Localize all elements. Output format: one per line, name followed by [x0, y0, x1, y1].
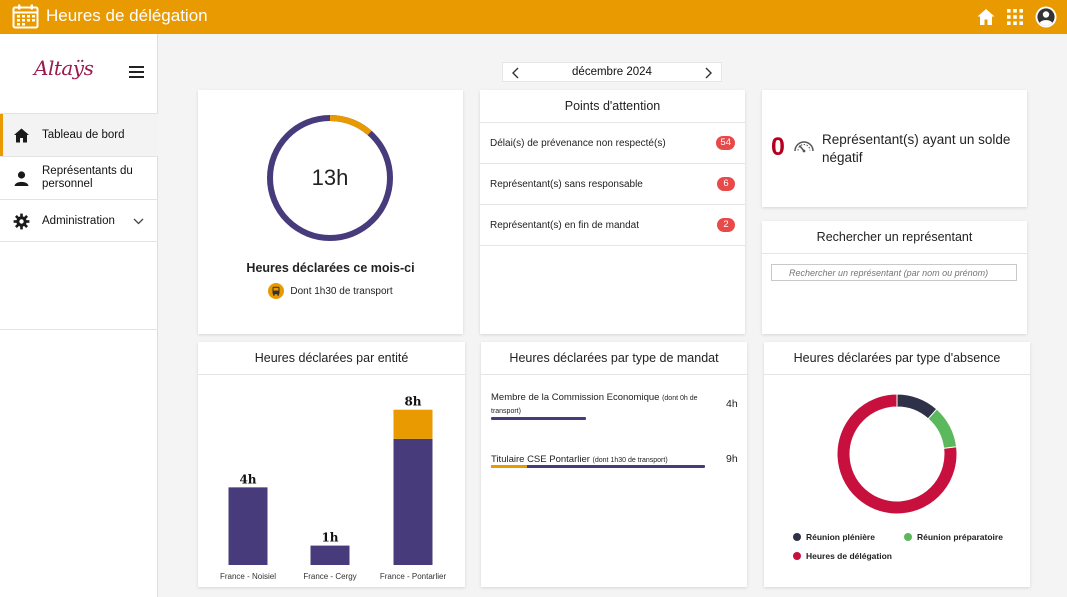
- legend-item-plenary: Réunion plénière: [793, 532, 875, 542]
- negative-balance-card[interactable]: 0 Représentant(s) ayant un solde négatif: [762, 90, 1027, 207]
- user-avatar-icon[interactable]: [1035, 6, 1057, 28]
- mandate-title: Heures déclarées par type de mandat: [509, 351, 719, 365]
- current-month: décembre 2024: [572, 66, 652, 78]
- bar-hours: [310, 545, 350, 565]
- attention-card: Points d'attention Délai(s) de prévenanc…: [480, 90, 745, 334]
- absence-chart-card: Heures déclarées par type d'absence Réun…: [764, 342, 1030, 587]
- hours-month-card: 13h Heures déclarées ce mois-ci Dont 1h3…: [198, 90, 463, 334]
- chevron-down-icon[interactable]: [133, 218, 144, 225]
- app-title: Heures de délégation: [46, 6, 208, 25]
- chevron-right-icon[interactable]: [697, 65, 719, 81]
- sidebar-divider: [0, 329, 158, 330]
- legend-label: Heures de délégation: [806, 551, 892, 561]
- attention-row-end-of-mandate[interactable]: Représentant(s) en fin de mandat 2: [480, 205, 745, 246]
- entity-chart-card: Heures déclarées par entité 4h France - N…: [198, 342, 465, 587]
- apps-grid-icon[interactable]: [1005, 7, 1025, 27]
- count-badge: 54: [716, 136, 735, 150]
- legend-label: Réunion plénière: [806, 532, 875, 542]
- legend-label: Réunion préparatoire: [917, 532, 1003, 542]
- month-selector: décembre 2024: [502, 62, 722, 82]
- card-divider: [481, 374, 747, 375]
- hours-ring: [267, 115, 393, 241]
- gauge-icon: [794, 141, 814, 153]
- hours-caption: Heures déclarées ce mois-ci: [246, 261, 415, 275]
- chevron-left-icon[interactable]: [505, 65, 527, 81]
- calendar-icon: [12, 4, 39, 29]
- user-icon: [14, 171, 29, 186]
- mandate-bar-fill: [491, 417, 586, 420]
- donut-slice: [837, 393, 957, 515]
- hours-total: 13h: [311, 165, 349, 190]
- mandate-transport-note: (dont 1h30 de transport): [592, 457, 668, 464]
- x-tick-label: France - Cergy: [303, 572, 356, 581]
- company-logo: Altaÿs: [34, 56, 94, 80]
- donut-slice: [927, 408, 957, 449]
- attention-row-label: Délai(s) de prévenance non respecté(s): [490, 138, 666, 149]
- gear-icon: [13, 213, 30, 230]
- mandate-card: Heures déclarées par type de mandat Memb…: [481, 342, 747, 587]
- home-icon: [14, 128, 29, 143]
- sidebar-item-administration[interactable]: Administration: [0, 199, 158, 242]
- absence-chart-title: Heures déclarées par type d'absence: [793, 351, 1001, 365]
- top-bar: Heures de délégation: [0, 0, 1067, 34]
- sidebar-item-label: Administration: [42, 215, 115, 227]
- entity-chart-title: Heures déclarées par entité: [254, 351, 409, 365]
- bar-data-label: 8h: [404, 395, 421, 409]
- search-title: Rechercher un représentant: [816, 230, 973, 244]
- entity-bar-chart: 4h France - Noisiel 1h France - Cergy 8h Fran…: [220, 395, 447, 581]
- mandate-bar-transport: [491, 465, 527, 468]
- mandate-bar: [491, 417, 715, 420]
- bar-transport: [393, 409, 433, 439]
- transport-note: Dont 1h30 de transport: [198, 283, 463, 299]
- mandate-bar: [491, 465, 705, 468]
- x-tick-label: France - Noisiel: [220, 572, 276, 581]
- mandate-row-name: Titulaire CSE Pontarlier (dont 1h30 de t…: [491, 454, 713, 467]
- home-icon[interactable]: [976, 7, 996, 27]
- attention-row-label: Représentant(s) sans responsable: [490, 179, 643, 190]
- x-tick-label: France - Pontarlier: [380, 572, 447, 581]
- mandate-hours: 9h: [726, 453, 738, 465]
- sidebar-item-label: Tableau de bord: [42, 129, 125, 141]
- legend-item-preparatory: Réunion préparatoire: [904, 532, 1003, 542]
- sidebar-item-label: Représentants du personnel: [42, 165, 133, 190]
- attention-row-label: Représentant(s) en fin de mandat: [490, 220, 639, 231]
- attention-row-no-manager[interactable]: Représentant(s) sans responsable 6: [480, 164, 745, 205]
- absence-donut-chart: [837, 393, 957, 515]
- bar-data-label: 4h: [239, 472, 256, 486]
- search-card: Rechercher un représentant: [762, 221, 1027, 334]
- mandate-transport-note: (dont 0h de transport): [491, 395, 698, 415]
- bus-icon: [268, 283, 285, 299]
- card-divider: [198, 374, 465, 375]
- bar-hours: [393, 438, 433, 565]
- mandate-hours: 4h: [726, 398, 738, 410]
- mandate-name: Membre de la Commission Economique: [491, 392, 660, 403]
- negative-balance-count: 0: [771, 133, 785, 161]
- count-badge: 2: [717, 218, 735, 232]
- transport-note-text: Dont 1h30 de transport: [290, 285, 393, 297]
- sidebar-item-representatives[interactable]: Représentants du personnel: [0, 156, 158, 199]
- count-badge: 6: [717, 177, 735, 191]
- mandate-name: Titulaire CSE Pontarlier: [491, 454, 590, 465]
- sidebar-item-dashboard[interactable]: Tableau de bord: [0, 113, 158, 156]
- attention-row-notice-delay[interactable]: Délai(s) de prévenance non respecté(s) 5…: [480, 123, 745, 164]
- legend-dot: [904, 533, 912, 541]
- attention-title: Points d'attention: [564, 99, 661, 113]
- card-divider: [762, 253, 1027, 254]
- negative-balance-label: Représentant(s) ayant un solde négatif: [822, 132, 1011, 165]
- legend-item-delegation: Heures de délégation: [793, 551, 892, 561]
- sidebar: Altaÿs Tableau de bord Représentants du …: [0, 34, 158, 597]
- card-divider: [480, 122, 745, 123]
- mandate-row-name: Membre de la Commission Economique (dont…: [491, 392, 713, 418]
- mandate-bar-fill: [491, 465, 705, 468]
- search-input[interactable]: [771, 264, 1017, 281]
- menu-toggle-icon[interactable]: [129, 66, 144, 79]
- legend-dot: [793, 533, 801, 541]
- bar-data-label: 1h: [321, 531, 338, 545]
- legend-dot: [793, 552, 801, 560]
- card-divider: [764, 374, 1030, 375]
- bar-hours: [228, 487, 268, 565]
